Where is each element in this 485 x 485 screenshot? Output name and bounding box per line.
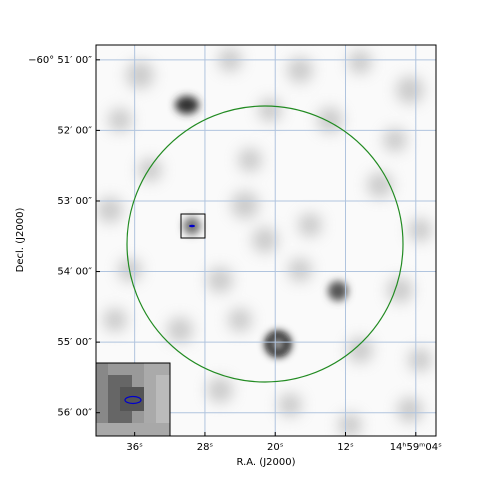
y-axis-label: Decl. (J2000) xyxy=(15,208,26,273)
y-tick-label: 53′ 00″ xyxy=(57,196,92,207)
y-tick-label: 54′ 00″ xyxy=(57,267,92,278)
y-tick-label: 52′ 00″ xyxy=(57,125,92,136)
x-tick-label: 20ˢ xyxy=(267,442,284,453)
x-tick-label: 12ˢ xyxy=(337,442,354,453)
x-tick-label: 36ˢ xyxy=(126,442,143,453)
x-tick-label: 28ˢ xyxy=(197,442,214,453)
inset xyxy=(95,362,171,437)
x-tick-label: 14ʰ59ᵐ04ˢ xyxy=(390,442,442,453)
y-tick-label: 55′ 00″ xyxy=(57,337,92,348)
y-tick-label: 56′ 00″ xyxy=(57,408,92,419)
source-ellipse xyxy=(189,224,195,228)
plot-frame xyxy=(95,44,437,437)
y-tick-label: −60° 51′ 00″ xyxy=(28,55,92,66)
grid xyxy=(96,45,436,436)
inset-box xyxy=(180,213,206,239)
aperture-circle xyxy=(126,105,404,383)
x-axis-label: R.A. (J2000) xyxy=(237,457,296,468)
